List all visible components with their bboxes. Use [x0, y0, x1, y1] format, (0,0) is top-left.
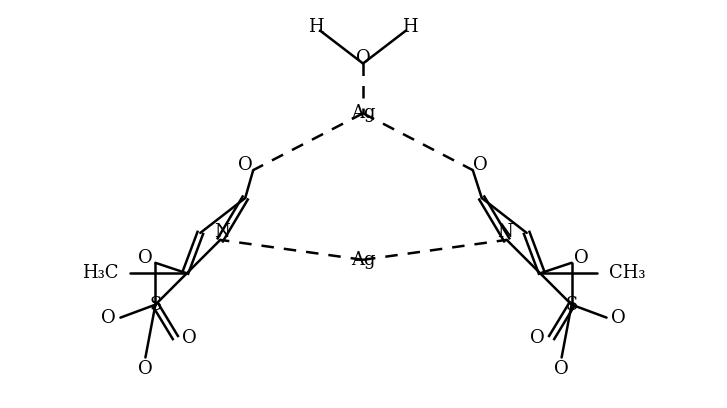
Text: H₃C: H₃C — [82, 264, 119, 282]
Text: O: O — [182, 328, 197, 346]
Text: O: O — [473, 156, 488, 174]
Text: O: O — [138, 360, 153, 379]
Text: Ag: Ag — [350, 251, 375, 269]
Text: O: O — [101, 308, 116, 327]
Text: N: N — [214, 223, 230, 241]
Text: O: O — [574, 249, 589, 267]
Text: CH₃: CH₃ — [608, 264, 645, 282]
Text: H: H — [308, 18, 324, 35]
Text: Ag: Ag — [350, 104, 375, 122]
Text: O: O — [611, 308, 626, 327]
Text: O: O — [356, 49, 370, 67]
Text: H: H — [402, 18, 418, 35]
Text: S: S — [566, 296, 578, 314]
Text: S: S — [149, 296, 161, 314]
Text: O: O — [530, 328, 545, 346]
Text: N: N — [497, 223, 513, 241]
Text: O: O — [138, 249, 153, 267]
Text: O: O — [238, 156, 252, 174]
Text: O: O — [554, 360, 569, 379]
